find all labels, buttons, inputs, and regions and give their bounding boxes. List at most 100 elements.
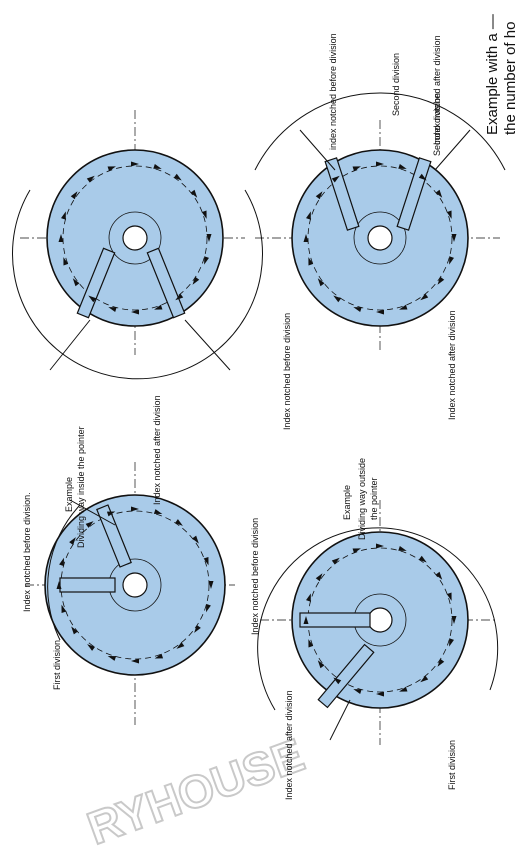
division-mark: [176, 642, 185, 649]
label-index-after-bottom-left: Index notched after division: [284, 690, 294, 800]
division-mark: [317, 278, 325, 287]
division-mark: [315, 191, 323, 200]
division-mark: [376, 691, 384, 697]
division-mark: [308, 257, 314, 266]
division-mark: [399, 686, 408, 692]
division-mark: [352, 166, 361, 172]
division-mark: [303, 234, 309, 242]
division-mark: [58, 234, 64, 242]
division-mark: [131, 658, 139, 664]
division-mark: [398, 546, 407, 551]
division-mark: [331, 557, 340, 565]
division-mark: [451, 616, 457, 624]
division-mark: [59, 557, 64, 567]
division-mark: [87, 644, 96, 651]
division-mark: [376, 161, 384, 167]
division-mark: [86, 175, 95, 183]
division-mark: [88, 295, 97, 303]
division-mark: [306, 211, 311, 220]
label-index-before-top-left: Index notched before division.: [22, 492, 32, 612]
label-index-before-top-right: index notched before division: [328, 33, 338, 150]
division-mark: [352, 548, 361, 554]
division-mark: [435, 571, 443, 580]
division-mark: [154, 304, 163, 310]
division-mark: [449, 638, 454, 647]
division-mark: [69, 537, 76, 546]
label-first-division-bottom: First division: [447, 740, 457, 790]
pointer-arm: [76, 247, 186, 319]
division-mark: [353, 307, 362, 312]
disc-bottom-right: [12, 110, 263, 380]
division-mark: [175, 293, 184, 301]
division-mark: [333, 677, 342, 685]
division-mark: [153, 164, 162, 169]
division-mark: [376, 543, 384, 549]
label-dividing-outside-2: the pointer: [369, 477, 379, 520]
division-mark: [106, 511, 116, 517]
watermark: RYHOUSE: [81, 728, 311, 846]
division-mark: [353, 689, 362, 694]
disc-top-right: [254, 92, 506, 350]
division-mark: [70, 191, 78, 200]
division-mark: [451, 234, 457, 242]
division-mark: [174, 519, 183, 526]
division-mark: [204, 256, 209, 265]
division-mark: [153, 509, 163, 514]
division-mark: [303, 616, 309, 624]
division-mark: [72, 278, 80, 287]
division-mark: [203, 556, 209, 566]
division-mark: [131, 161, 139, 167]
label-index-before-bottom-left: Index notched before division: [250, 518, 260, 635]
division-mark: [206, 234, 212, 242]
division-mark: [331, 175, 340, 183]
division-mark: [315, 573, 323, 582]
division-mark: [206, 603, 211, 613]
division-mark: [376, 309, 384, 315]
division-mark: [420, 675, 429, 683]
caption-line-1: Example with a —: [484, 14, 501, 135]
label-first-division-top: First division: [52, 640, 62, 690]
division-mark: [63, 257, 69, 266]
division-mark: [333, 295, 342, 303]
division-mark: [173, 173, 182, 181]
division-mark: [317, 660, 325, 669]
division-mark: [192, 535, 199, 544]
division-mark: [437, 658, 445, 667]
label-dividing-inside: Dividing way inside the pointer: [76, 426, 86, 548]
division-mark: [446, 592, 452, 601]
division-mark: [71, 626, 78, 635]
label-index-after-top-left: Index notched after division: [152, 395, 162, 505]
division-mark: [85, 521, 94, 528]
division-mark: [190, 189, 198, 198]
label-index-before-bottom-right: Index notched before division: [282, 313, 292, 430]
division-mark: [61, 604, 67, 614]
division-mark: [308, 639, 314, 648]
division-mark: [56, 581, 62, 589]
disc-top-left: [25, 462, 235, 725]
division-mark: [201, 210, 207, 219]
division-mark: [398, 164, 407, 169]
division-mark: [399, 304, 408, 310]
division-mark: [449, 256, 454, 265]
division-mark: [61, 211, 66, 220]
division-mark: [131, 506, 139, 512]
division-mark: [306, 593, 311, 602]
division-mark: [437, 276, 445, 285]
division-mark: [435, 189, 443, 198]
division-mark: [194, 624, 201, 633]
division-mark: [131, 309, 139, 315]
pointer-arm: [299, 612, 375, 709]
label-dividing-outside-1: Dividing way outside: [357, 458, 367, 540]
label-example-top-left: Example: [64, 477, 74, 512]
label-second-division-bottom: Second division: [432, 93, 442, 156]
division-mark: [108, 307, 117, 312]
division-mark: [107, 166, 116, 172]
division-mark: [107, 656, 117, 661]
division-mark: [446, 210, 452, 219]
disc-bottom-left: [257, 500, 499, 745]
caption-line-2: the number of ho: [502, 22, 519, 135]
division-mark: [418, 173, 427, 181]
division-mark: [420, 293, 429, 301]
label-second-division-top: Second division: [391, 53, 401, 116]
